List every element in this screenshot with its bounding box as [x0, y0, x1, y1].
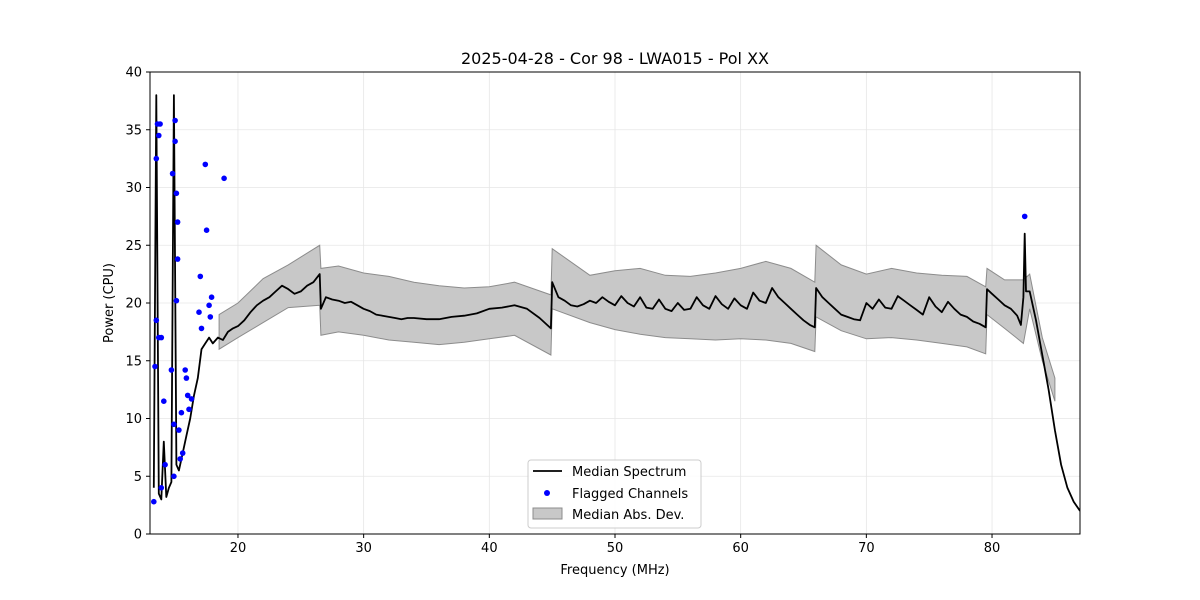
y-tick-label: 0	[134, 528, 142, 543]
flagged-point	[172, 138, 178, 145]
flagged-point	[206, 302, 212, 309]
flagged-point	[173, 190, 180, 197]
x-tick-label: 30	[355, 541, 372, 556]
legend-dot-swatch	[544, 490, 550, 496]
flagged-point	[1021, 213, 1028, 220]
flagged-point	[207, 314, 214, 320]
flagged-point	[162, 461, 168, 468]
y-axis-ticks: 0 5 10 15 20 25 30 35 40	[125, 66, 150, 543]
legend-band-swatch	[532, 507, 563, 520]
median-spectrum-line	[152, 94, 1080, 512]
flagged-point	[158, 334, 165, 341]
y-tick-label: 20	[125, 297, 142, 312]
flagged-point	[158, 485, 165, 491]
flagged-point	[177, 456, 183, 462]
flagged-point	[208, 294, 215, 301]
y-tick-label: 5	[134, 470, 142, 485]
flagged-point	[153, 155, 160, 162]
flagged-point	[157, 121, 163, 127]
x-tick-label: 40	[481, 541, 498, 556]
flagged-point	[176, 427, 182, 433]
flagged-point	[152, 363, 158, 370]
flagged-point	[202, 161, 209, 168]
flagged-point	[182, 367, 188, 373]
plot-area	[151, 94, 1080, 512]
y-tick-label: 15	[125, 354, 142, 369]
legend-mad-label: Median Abs. Dev.	[572, 508, 684, 523]
flagged-point	[203, 227, 210, 233]
legend-flagged-label: Flagged Channels	[572, 487, 688, 502]
flagged-point	[179, 450, 186, 456]
y-tick-label: 40	[125, 66, 142, 81]
flagged-channels	[151, 117, 1028, 505]
x-tick-label: 20	[230, 541, 247, 556]
x-tick-label: 80	[984, 541, 1001, 556]
y-axis-label: Power (CPU)	[102, 263, 117, 343]
flagged-point	[173, 297, 180, 304]
flagged-point	[197, 273, 204, 280]
x-tick-label: 60	[732, 541, 749, 556]
flagged-point	[184, 392, 191, 399]
flagged-point	[174, 256, 181, 262]
x-tick-label: 70	[858, 541, 875, 556]
flagged-point	[172, 117, 178, 124]
flagged-point	[196, 309, 202, 316]
flagged-point	[168, 367, 175, 373]
flagged-point	[151, 498, 157, 505]
x-tick-label: 50	[607, 541, 624, 556]
flagged-point	[198, 325, 205, 332]
x-axis-ticks: 20 30 40 50 60 70 80	[230, 534, 1001, 556]
flagged-point	[188, 396, 195, 402]
flagged-point	[171, 473, 177, 480]
flagged-point	[178, 409, 185, 416]
mad-band	[218, 244, 1056, 402]
y-tick-label: 35	[125, 123, 142, 138]
legend-box	[527, 459, 702, 529]
legend: Median Spectrum Flagged Channels Median …	[527, 459, 702, 529]
flagged-point	[153, 317, 160, 324]
chart-title: 2025-04-28 - Cor 98 - LWA015 - Pol XX	[461, 49, 769, 68]
legend-median-label: Median Spectrum	[572, 465, 686, 480]
y-tick-label: 10	[125, 412, 142, 427]
flagged-point	[171, 421, 177, 428]
flagged-point	[186, 406, 192, 413]
flagged-point	[174, 219, 181, 225]
flagged-point	[156, 132, 162, 139]
x-axis-label: Frequency (MHz)	[560, 563, 669, 578]
flagged-point	[161, 398, 167, 405]
y-tick-label: 25	[125, 239, 142, 254]
flagged-point	[183, 375, 190, 381]
flagged-point	[221, 175, 227, 182]
flagged-point	[169, 170, 176, 177]
y-tick-label: 30	[125, 181, 142, 196]
